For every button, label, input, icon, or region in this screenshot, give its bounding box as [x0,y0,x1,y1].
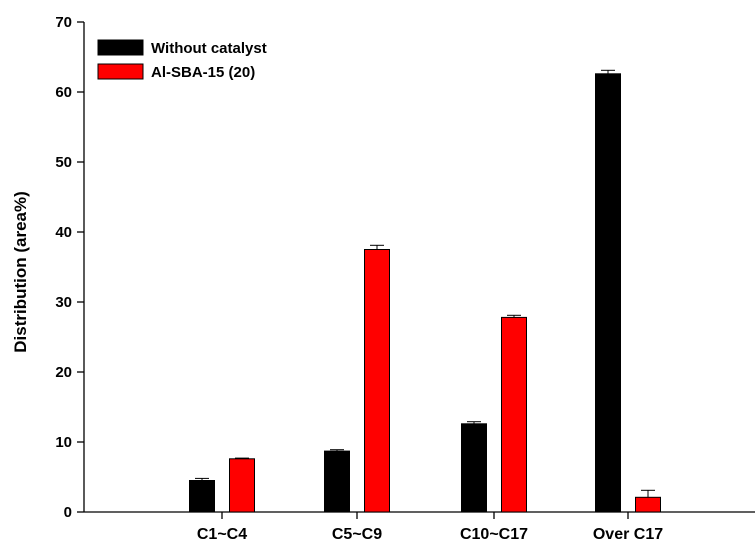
legend-label: Al-SBA-15 (20) [151,64,255,81]
bar [324,450,350,513]
axes: 0 10 20 30 40 50 60 70 C1~C4 C5~C9 C10~C17 Over C17 [55,14,755,543]
x-tick-label: C1~C4 [197,526,247,543]
x-tick-label: Over C17 [593,526,663,543]
y-tick-label: 60 [55,84,72,101]
bar [595,73,621,513]
y-axis-title: Distribution (area%) [11,191,30,353]
y-tick-label: 30 [55,294,72,311]
legend-label: Without catalyst [151,40,267,57]
bar [229,458,255,513]
y-tick-label: 0 [64,504,72,521]
y-tick-label: 70 [55,14,72,31]
y-tick-label: 10 [55,434,72,451]
bar [189,480,215,513]
legend-swatch [97,63,144,80]
bar [461,423,487,513]
y-tick-label: 40 [55,224,72,241]
y-tick-label: 20 [55,364,72,381]
bar [364,249,390,513]
bar [501,316,527,513]
legend-swatch [97,39,144,56]
x-tick-label: C10~C17 [460,526,528,543]
legend: Without catalyst Al-SBA-15 (20) [97,39,267,81]
bars [189,69,661,513]
bar [635,496,661,513]
y-tick-label: 50 [55,154,72,171]
x-tick-label: C5~C9 [332,526,382,543]
